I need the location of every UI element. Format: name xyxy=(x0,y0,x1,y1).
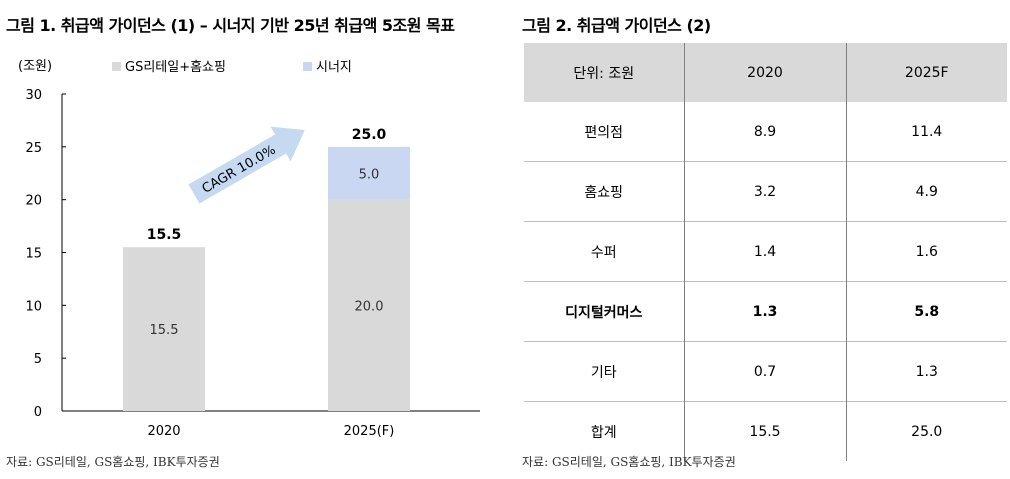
table-header-row: 단위: 조원 2020 2025F xyxy=(524,43,1007,102)
cell-2025f: 25.0 xyxy=(845,401,1007,461)
guidance-table: 단위: 조원 2020 2025F 편의점 8.9 11.4 홈쇼핑 3.2 4… xyxy=(524,43,1007,461)
row-label: 디지털커머스 xyxy=(524,281,684,342)
cell-2025f: 5.8 xyxy=(845,281,1007,342)
stacked-bar-chart: (조원) GS리테일+홈쇼핑 시너지 0 5 10 15 20 25 30 15.5 15.5 2020… xyxy=(18,59,480,439)
cell-2020: 1.3 xyxy=(683,281,846,342)
table-row: 홈쇼핑 3.2 4.9 xyxy=(524,161,1007,222)
y-tick-label: 10 xyxy=(25,299,42,314)
legend-swatch xyxy=(303,62,312,71)
row-label: 편의점 xyxy=(584,124,624,141)
chart-title: 그림 1. 취급액 가이던스 (1) – 시너지 기반 25년 취급액 5조원 … xyxy=(6,16,455,35)
x-tick-label: 2020 xyxy=(147,424,180,439)
header-2020: 2020 xyxy=(683,43,846,102)
cell-2020: 15.5 xyxy=(683,401,846,461)
bar-total-label: 25.0 xyxy=(352,127,387,143)
cell-2020: 0.7 xyxy=(683,341,846,402)
legend-swatch xyxy=(112,62,121,71)
header-2025f: 2025F xyxy=(845,43,1007,102)
bar-value-label: 15.5 xyxy=(150,323,179,338)
cagr-arrow: CAGR 10.0% xyxy=(188,126,305,204)
cell-2025f: 4.9 xyxy=(845,161,1007,222)
row-label: 수퍼 xyxy=(524,221,684,282)
cell-2025f: 11.4 xyxy=(845,102,1007,162)
cell-2020: 1.4 xyxy=(683,221,846,282)
table-source: 자료: GS리테일, GS홈쇼핑, IBK투자증권 xyxy=(522,455,736,469)
header-unit: 단위: 조원 xyxy=(524,43,684,102)
row-label: 합계 xyxy=(524,401,684,461)
table-row: 수퍼 1.4 1.6 xyxy=(524,221,1007,282)
table-row: 디지털커머스 1.3 5.8 xyxy=(524,281,1007,342)
legend-label: 시너지 xyxy=(316,60,352,75)
table-row: 합계 15.5 25.0 xyxy=(524,401,1007,461)
cell-2020: 8.9 xyxy=(683,102,846,162)
chart-source: 자료: GS리테일, GS홈쇼핑, IBK투자증권 xyxy=(6,455,220,469)
y-tick-label: 5 xyxy=(34,352,42,367)
cell-2025f: 1.6 xyxy=(845,221,1007,282)
y-tick-label: 25 xyxy=(25,141,42,156)
bar-value-label: 20.0 xyxy=(355,299,384,314)
x-tick-label: 2025(F) xyxy=(344,424,395,439)
cell-2020: 3.2 xyxy=(683,161,846,222)
bar-segment xyxy=(123,247,205,411)
table-title: 그림 2. 취급액 가이던스 (2) xyxy=(522,16,711,35)
y-tick-label: 20 xyxy=(25,194,42,209)
table-row: 기타 0.7 1.3 xyxy=(524,341,1007,402)
table-row: 편의점 8.9 11.4 xyxy=(524,102,1007,162)
y-tick-label: 0 xyxy=(34,405,42,420)
row-label: 홈쇼핑 xyxy=(524,161,684,222)
y-axis-label: (조원) xyxy=(18,59,52,74)
bar-segment xyxy=(328,146,410,200)
y-tick-label: 30 xyxy=(25,88,42,103)
cagr-annotation: CAGR 10.0% xyxy=(200,143,279,197)
y-tick-label: 15 xyxy=(25,247,42,262)
cell-2025f: 1.3 xyxy=(845,341,1007,402)
cagr-arrow-shape xyxy=(188,126,305,204)
bar-value-label: 5.0 xyxy=(359,167,380,182)
bar-segment xyxy=(328,199,410,411)
legend-label: GS리테일+홈쇼핑 xyxy=(125,60,226,75)
bar-total-label: 15.5 xyxy=(147,227,182,243)
row-label: 기타 xyxy=(524,341,684,402)
